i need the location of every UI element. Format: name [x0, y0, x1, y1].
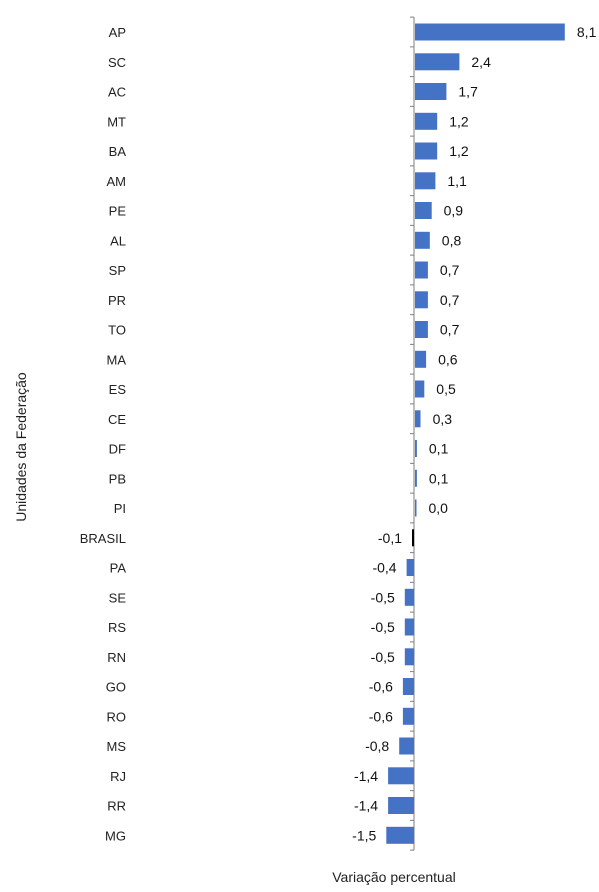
data-label: -1,4: [354, 768, 378, 784]
data-label: 0,1: [429, 470, 449, 486]
data-label: -0,6: [369, 679, 393, 695]
data-label: 1,2: [449, 113, 469, 129]
data-label: 8,1: [577, 24, 597, 40]
data-label: -0,8: [365, 738, 389, 754]
category-label: RN: [107, 650, 126, 665]
bar-brasil: [412, 529, 414, 547]
category-label: RR: [107, 799, 126, 814]
category-label: MG: [105, 828, 126, 843]
category-label: BA: [109, 144, 127, 159]
bar-ac: [415, 83, 447, 100]
category-label: DF: [109, 442, 126, 457]
data-label: 0,1: [429, 441, 449, 457]
category-label: SC: [108, 55, 126, 70]
category-label: AC: [108, 85, 126, 100]
data-label: 0,7: [440, 322, 460, 338]
bar-df: [415, 440, 417, 457]
data-label: 0,0: [429, 500, 449, 516]
category-label: AL: [110, 233, 126, 248]
bar-es: [415, 380, 425, 398]
bar-mg: [386, 826, 415, 844]
bar-pb: [415, 469, 417, 487]
category-label: RJ: [110, 769, 126, 784]
data-label: 1,1: [447, 173, 467, 189]
bar-sp: [415, 261, 428, 279]
category-label: AP: [109, 25, 126, 40]
bar-ap: [415, 23, 565, 41]
data-label: -0,6: [369, 708, 393, 724]
bar-ma: [415, 350, 427, 368]
category-label: MA: [107, 352, 127, 367]
bar-pi: [415, 499, 417, 517]
bar-pr: [415, 291, 428, 309]
category-label: TO: [108, 323, 126, 338]
category-label: ES: [109, 382, 127, 397]
data-label: -1,4: [354, 798, 378, 814]
axis-layer: [410, 16, 415, 851]
category-label: PE: [109, 204, 127, 219]
data-label: -0,5: [371, 589, 395, 605]
data-label: 0,7: [440, 262, 460, 278]
category-label: AM: [107, 174, 127, 189]
category-label: RO: [107, 709, 127, 724]
data-label: 1,2: [449, 143, 469, 159]
bar-ro: [402, 707, 414, 725]
category-label: MS: [107, 739, 127, 754]
category-label: MT: [107, 114, 126, 129]
bar-rj: [388, 767, 414, 785]
category-label: GO: [106, 680, 126, 695]
bar-al: [415, 231, 430, 249]
bar-pa: [406, 559, 414, 576]
bar-rn: [404, 648, 415, 666]
data-label: 1,7: [458, 84, 478, 100]
category-label: SE: [109, 590, 127, 605]
data-label: 0,6: [438, 351, 458, 367]
category-label: SP: [109, 263, 126, 278]
bar-sc: [415, 53, 460, 71]
category-label: PI: [114, 501, 126, 516]
data-label: -0,5: [371, 619, 395, 635]
data-label: 0,3: [433, 411, 453, 427]
data-label: -0,4: [372, 560, 396, 576]
y-axis-title: Unidades da Federação: [13, 372, 29, 522]
category-label: BRASIL: [80, 531, 126, 546]
bar-mt: [415, 112, 438, 130]
category-label: PA: [110, 561, 127, 576]
bar-am: [415, 172, 436, 190]
category-label: PR: [108, 293, 126, 308]
data-label: -0,1: [378, 530, 402, 546]
category-label: CE: [108, 412, 126, 427]
bar-pe: [415, 202, 432, 219]
data-label: 0,5: [436, 381, 456, 397]
data-label: 0,8: [442, 232, 462, 248]
bar-rs: [404, 618, 415, 636]
data-label: -1,5: [352, 827, 376, 843]
bar-ba: [415, 142, 438, 160]
data-label: -0,5: [371, 649, 395, 665]
bar-rr: [388, 797, 414, 814]
bar-ce: [415, 410, 421, 428]
category-label: PB: [109, 471, 126, 486]
bars-layer: [386, 23, 565, 844]
category-label: RS: [108, 620, 126, 635]
data-label: 0,9: [444, 203, 464, 219]
bar-go: [402, 678, 414, 695]
bar-ms: [399, 737, 414, 755]
data-label: 2,4: [471, 54, 491, 70]
bar-se: [404, 588, 415, 606]
x-axis-title: Variação percentual: [332, 869, 455, 885]
bar-to: [415, 321, 428, 338]
data-label: 0,7: [440, 292, 460, 308]
value-labels: 8,1 2,4 1,7 1,2 1,2 1,1 0,9 0,8 0,7 0,7 0,7 0,6 0,5 0…: [352, 24, 596, 843]
category-labels: AP SC AC MT BA AM PE AL SP PR TO MA ES CE DF PB PI BRASIL…: [80, 25, 127, 843]
